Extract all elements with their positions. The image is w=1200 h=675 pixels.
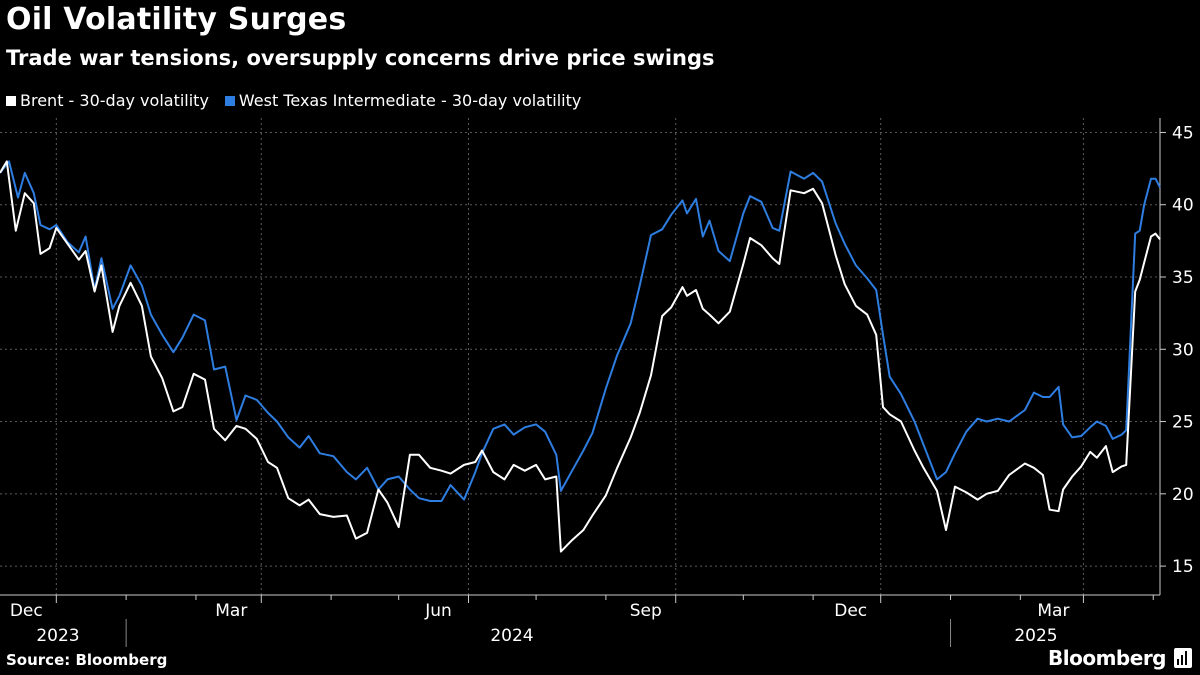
x-tick-label: Jun [424,601,452,621]
bloomberg-logo-text: Bloomberg [1048,646,1166,670]
y-tick-label: 40 [1172,196,1194,216]
series-line-brent [0,160,1161,553]
legend-swatch-wti [224,95,235,106]
legend-swatch-brent [6,95,16,106]
x-tick-label: Dec [834,601,867,621]
chart-subtitle: Trade war tensions, oversupply concerns … [6,46,715,70]
x-tick-label: Sep [630,601,662,621]
x-tick-label: Mar [1037,601,1069,621]
bloomberg-bar-chart-icon [1174,648,1192,668]
legend-label-wti: West Texas Intermediate - 30-day volatil… [238,91,582,110]
y-tick-label: 25 [1172,413,1194,433]
y-tick-label: 20 [1172,485,1194,505]
chart-title: Oil Volatility Surges [6,2,347,37]
x-tick-label: Mar [215,601,247,621]
x-year-label: 2023 [36,626,79,646]
x-tick-label: Dec [10,601,43,621]
y-tick-label: 15 [1172,557,1194,577]
chart-legend: Brent - 30-day volatility West Texas Int… [6,91,597,110]
legend-item-brent: Brent - 30-day volatility [6,91,209,110]
series-line-wti [0,160,1161,502]
x-year-label: 2025 [1014,626,1057,646]
y-tick-label: 45 [1172,123,1194,143]
y-tick-label: 35 [1172,268,1194,288]
y-tick-label: 30 [1172,340,1194,360]
legend-label-brent: Brent - 30-day volatility [20,91,209,110]
legend-item-wti: West Texas Intermediate - 30-day volatil… [224,91,582,110]
source-note: Source: Bloomberg [6,651,168,669]
x-year-label: 2024 [490,626,533,646]
